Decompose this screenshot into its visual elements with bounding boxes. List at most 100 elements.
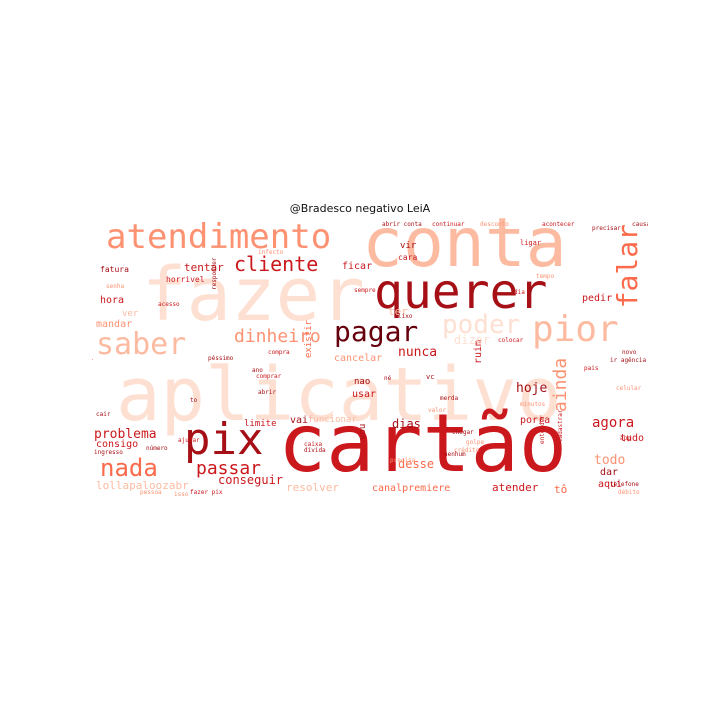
figure-title: @Bradesco negativo LeiA: [289, 202, 431, 215]
word-chegar: chegar: [452, 429, 474, 436]
word-pedir: pedir: [582, 293, 613, 304]
word-cartao: cartão: [278, 397, 567, 490]
word-horrivel: horrivel: [166, 275, 205, 284]
word-abrir-conta: abrir conta: [382, 221, 422, 228]
word-cliente: cliente: [234, 252, 319, 276]
word-precisar: precisar: [592, 225, 621, 232]
word-conseguir: conseguir: [218, 473, 284, 487]
word-consigo: consigo: [96, 439, 139, 450]
word-ingresso: ingresso: [94, 449, 123, 456]
word-credito: crédito: [454, 447, 480, 454]
word-ver: ver: [122, 309, 139, 319]
word-conta: conta: [362, 218, 567, 283]
word-isso: isso: [174, 491, 189, 498]
word-lollapaloozabr: lollapaloozabr: [96, 479, 189, 492]
word-abrir: abrir: [258, 389, 277, 396]
word-hora: hora: [100, 295, 125, 306]
word-entender: entender: [539, 415, 546, 444]
word-sempre: sempre: [354, 287, 376, 294]
word-ligar: ligar: [520, 239, 542, 247]
word-funcionar: funcionar: [308, 415, 357, 425]
word-precisa: precisa: [390, 457, 416, 464]
word-continuar: continuar: [432, 221, 465, 228]
word-hoje: hoje: [516, 381, 548, 396]
word-ainda: ainda: [550, 357, 571, 412]
word-app: app: [620, 435, 631, 442]
word-atender: atender: [492, 481, 539, 494]
word-usar: usar: [352, 389, 377, 400]
word-numero: número: [146, 445, 168, 452]
word-infecto: infecto: [258, 249, 284, 256]
word-agencia: ir agência: [610, 357, 647, 364]
word-querer: querer: [374, 264, 548, 320]
word-canalpremiere: canalpremiere: [372, 483, 451, 494]
word-vai: vai: [290, 415, 309, 426]
word-acontecer: acontecer: [542, 221, 575, 228]
word-vou: vou: [358, 423, 368, 440]
word-falar: falar: [611, 224, 644, 309]
word-nenhum: nenhum: [444, 451, 466, 458]
word-existir: existir: [304, 320, 314, 358]
word-aqui: aqui: [598, 479, 623, 490]
word-divida: dívida: [304, 447, 326, 454]
word-fatura: fatura: [100, 265, 129, 274]
word-todo: todo: [594, 453, 626, 468]
word-comprar: comprar: [256, 373, 282, 380]
word-ano: ano: [252, 367, 263, 374]
word-fazer: fazer: [142, 252, 365, 338]
word-mandar: mandar: [96, 319, 133, 330]
word-caixa: caixa: [304, 441, 323, 448]
word-novo: novo: [622, 349, 637, 356]
word-nunca: nunca: [398, 345, 438, 360]
word-limite: limite: [244, 419, 277, 429]
word-vir: vir: [400, 241, 417, 251]
word-tentar: tentar: [184, 261, 224, 274]
word-pessoa: pessoa: [140, 489, 162, 496]
word-dia: dia: [514, 289, 525, 296]
word-telefone: telefone: [610, 481, 639, 488]
word-colocar: colocar: [498, 337, 524, 344]
word-dias: dias: [392, 417, 421, 431]
word-senha: senha: [106, 283, 125, 290]
word-to: to: [190, 397, 198, 404]
word-dar: dar: [600, 467, 619, 478]
word-cair: cair: [96, 411, 111, 418]
word-pior: pior: [532, 309, 619, 350]
word-passar: passar: [196, 458, 262, 479]
word-pais: pais: [584, 365, 599, 372]
word-compra: compra: [268, 349, 290, 356]
word-bloquear: bloquear: [92, 336, 94, 380]
word-pagar: pagar: [334, 315, 419, 348]
word-poder: poder: [442, 310, 521, 340]
word-nada: nada: [100, 454, 158, 482]
word-celular: celular: [616, 385, 642, 392]
word-lixo: lixo: [398, 313, 413, 320]
word-cancelar: cancelar: [334, 353, 383, 364]
word-dinheiro: dinheiro: [234, 326, 321, 347]
word-valor: valor: [428, 407, 447, 414]
word-golpe: golpe: [466, 439, 485, 446]
word-tempo: tempo: [536, 273, 555, 280]
word-debito: débito: [618, 489, 640, 496]
wordcloud: aplicativo fazer conta cartão querer pix…: [92, 218, 648, 498]
word-to-acc: tô: [554, 483, 568, 496]
word-responder: responder: [211, 257, 218, 290]
word-dizer: dizer: [454, 333, 491, 347]
word-aplicativo: aplicativo: [116, 352, 562, 438]
word-causa: causa: [632, 221, 648, 228]
word-acesso: acesso: [158, 301, 180, 308]
word-cadastrar: cadastrar: [557, 409, 564, 442]
word-desse: desse: [398, 457, 435, 471]
word-vc: vc: [426, 373, 435, 381]
word-minutos: minutos: [520, 401, 546, 408]
word-saber: saber: [96, 327, 187, 362]
word-tudo: tudo: [620, 433, 645, 444]
word-resolver: resolver: [286, 481, 339, 494]
word-cara: cara: [398, 253, 418, 262]
word-nao: nao: [354, 377, 371, 387]
word-problema: problema: [94, 427, 157, 442]
word-ficar: ficar: [342, 261, 373, 272]
word-merda: merda: [440, 395, 459, 402]
word-fazer-pix: fazer pix: [190, 489, 223, 496]
